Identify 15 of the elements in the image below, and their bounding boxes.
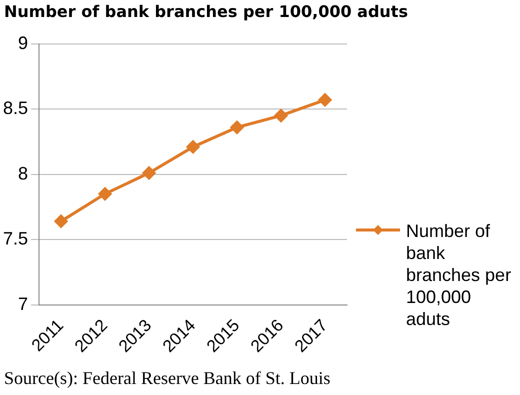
y-tick-label: 9 [18, 32, 28, 53]
point [98, 187, 112, 200]
point [230, 120, 244, 134]
point [186, 140, 200, 154]
y-tick-label: 8.5 [2, 98, 28, 118]
point [274, 109, 288, 122]
chart-title: Number of bank branches per 100,000 aduts [4, 2, 408, 21]
source-note: Source(s): Federal Reserve Bank of St. Louis [4, 368, 330, 389]
point [318, 93, 332, 106]
legend-label: Number of bank branches per 100,000 aduts [406, 220, 512, 330]
y-tick-label: 8 [18, 163, 28, 184]
y-tick-label: 7.5 [2, 228, 28, 249]
point [54, 214, 68, 228]
y-tick-label: 7 [18, 294, 28, 314]
point [142, 166, 156, 180]
